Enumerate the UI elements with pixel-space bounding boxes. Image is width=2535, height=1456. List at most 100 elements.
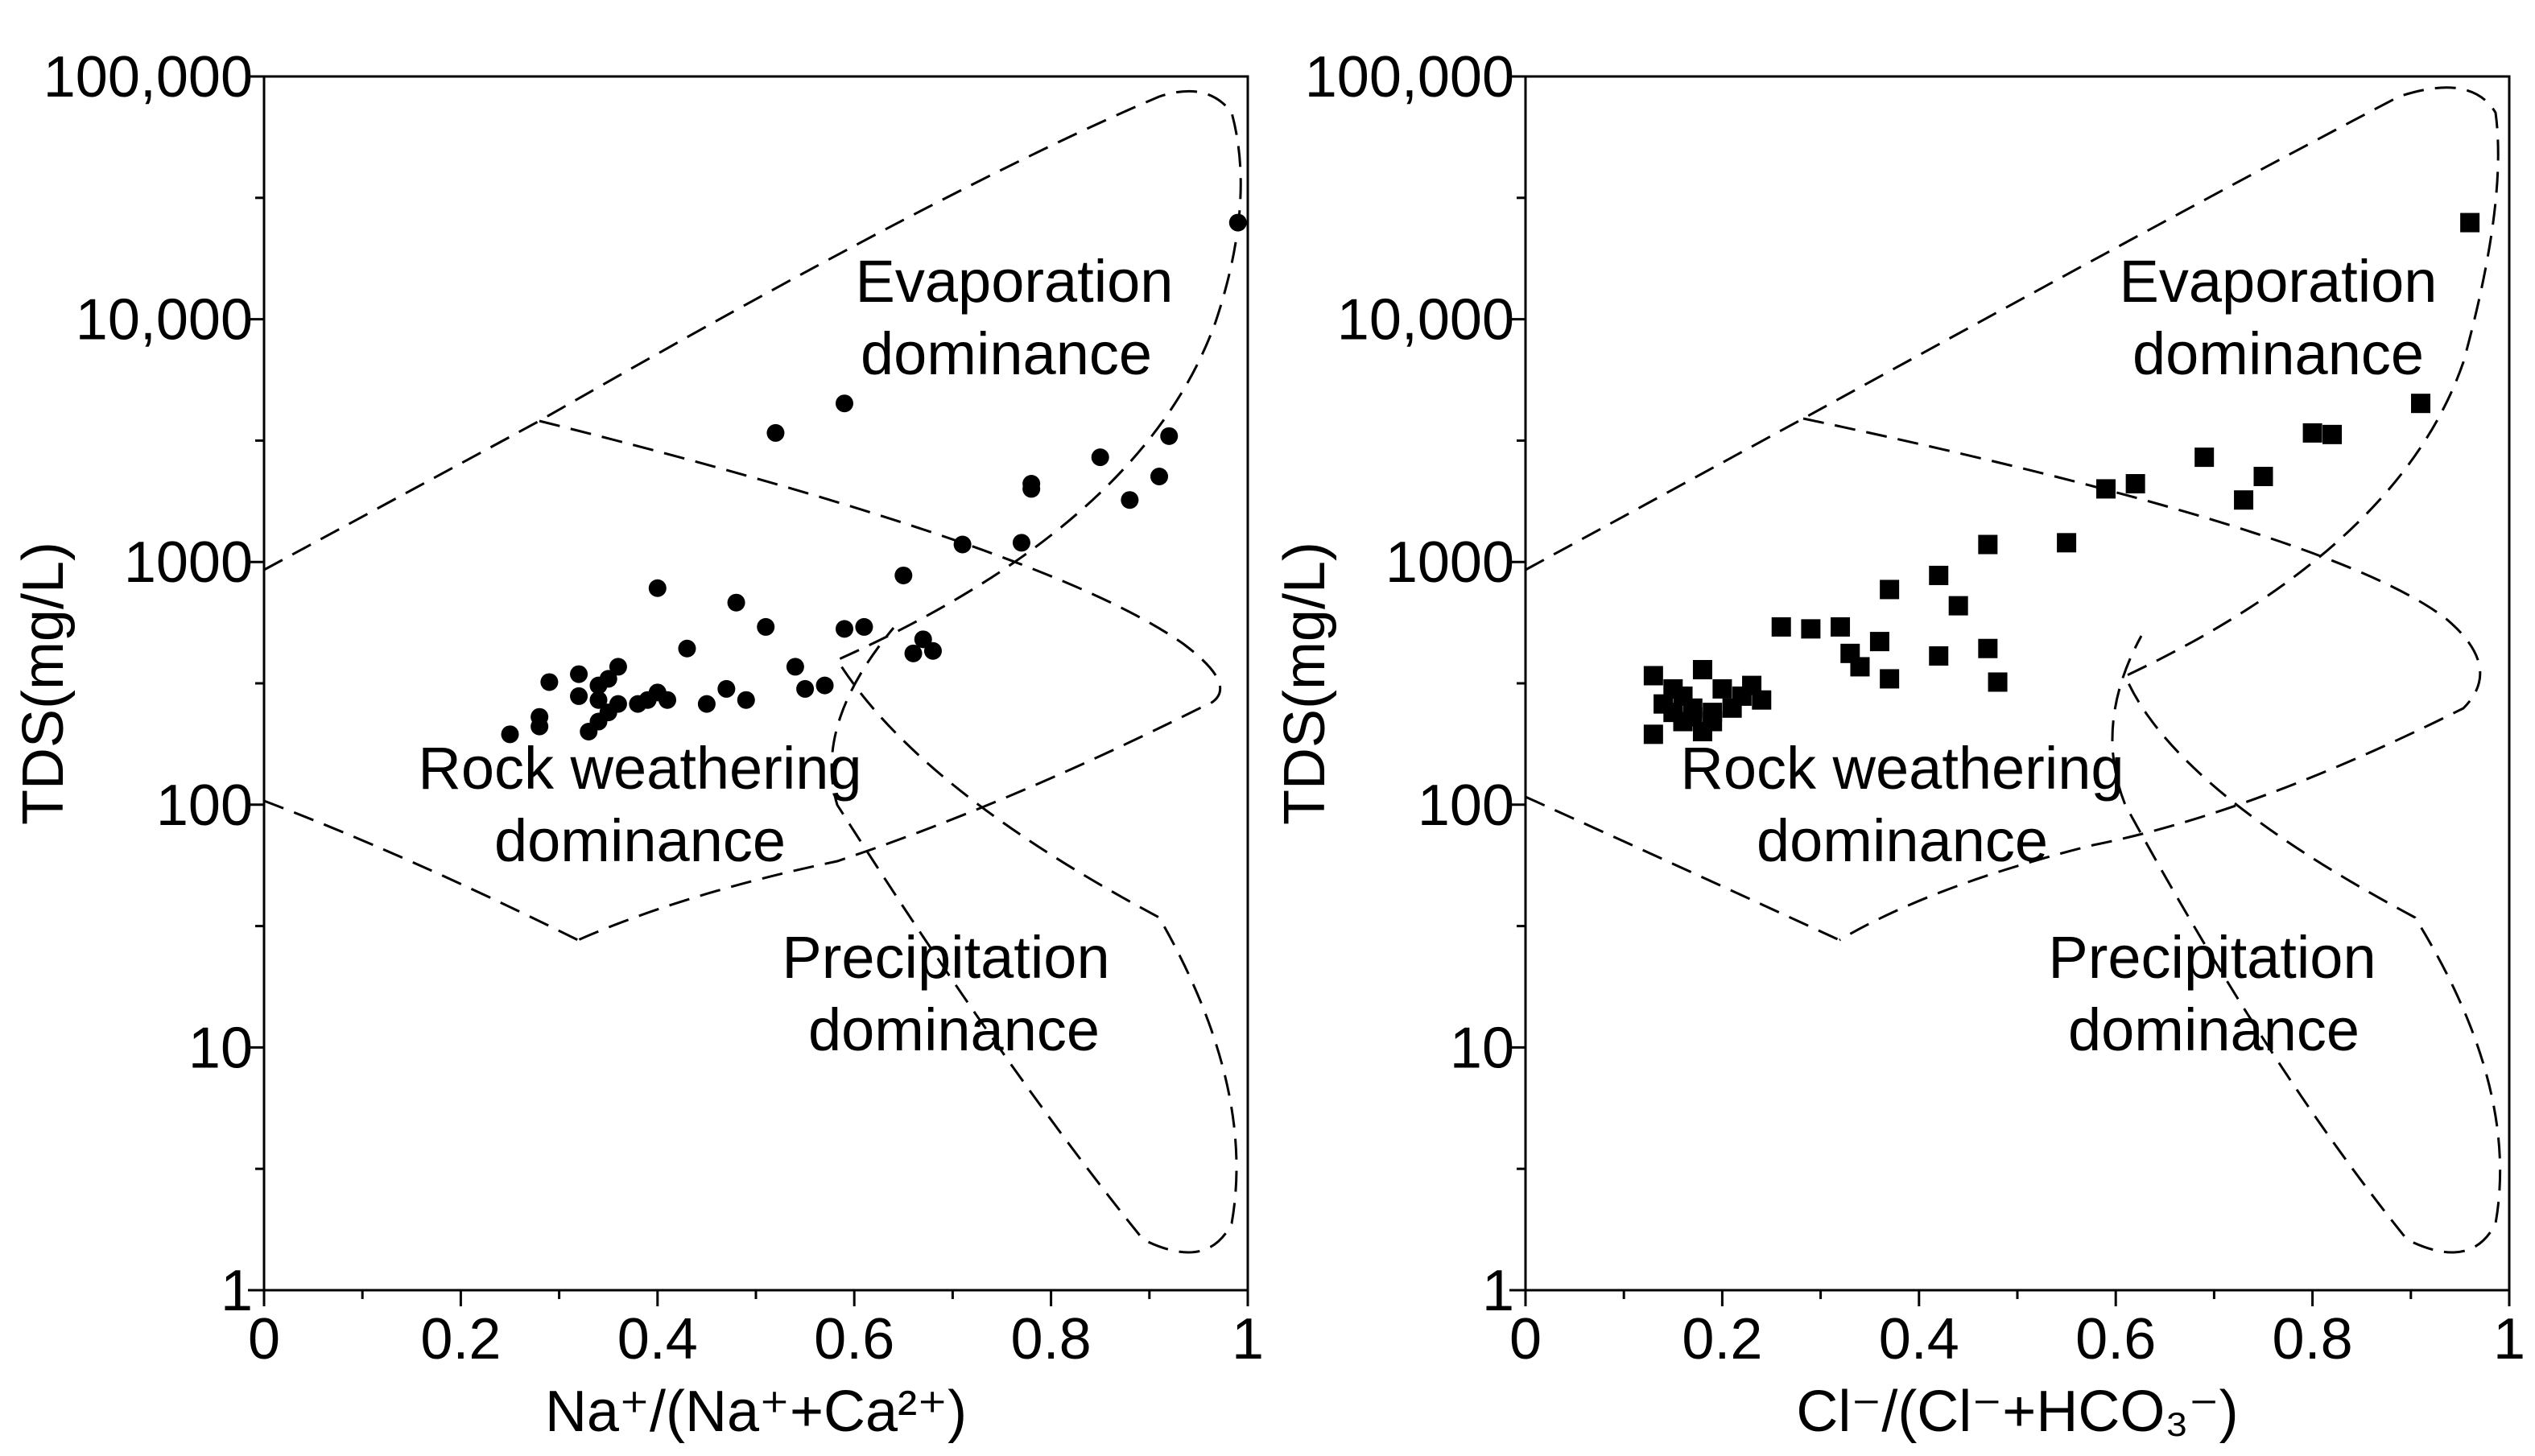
data-point	[697, 695, 716, 713]
data-point	[1978, 638, 1998, 658]
data-point	[2057, 533, 2077, 553]
data-point	[678, 639, 696, 658]
data-points	[1643, 212, 2480, 744]
data-point	[570, 687, 588, 705]
x-tick-label: 0.6	[814, 1307, 894, 1371]
chart-panel-right: Evaporation dominance Rock weathering do…	[1273, 45, 2525, 1444]
y-tick-label: 10	[188, 1016, 253, 1080]
data-point	[796, 679, 815, 698]
data-point	[1988, 672, 2008, 692]
x-axis-ticks: 0 0.2 0.4 0.6 0.8 1	[1509, 1290, 2525, 1371]
data-point	[648, 579, 667, 597]
precipitation-region-label: Precipitation	[782, 924, 1109, 991]
rock-weathering-region-label: Rock weathering	[1680, 735, 2124, 802]
evaporation-boundary-curve	[1525, 86, 2502, 1254]
x-tick-label: 1	[1232, 1307, 1264, 1371]
evaporation-region-label: Evaporation	[2120, 248, 2438, 315]
data-point	[766, 423, 785, 442]
data-point	[540, 673, 559, 691]
y-tick-label: 1	[221, 1259, 253, 1323]
evaporation-region-label-line2: dominance	[2132, 320, 2424, 387]
precipitation-region-label: Precipitation	[2048, 924, 2376, 991]
data-point	[1228, 213, 1247, 232]
data-point	[659, 691, 677, 709]
precipitation-region-label-line2: dominance	[2068, 996, 2360, 1063]
precipitation-region-label-line2: dominance	[808, 996, 1100, 1063]
data-point	[1978, 534, 1998, 555]
data-point	[2234, 490, 2254, 510]
x-tick-label: 0.6	[2075, 1307, 2156, 1371]
data-point	[914, 630, 932, 649]
x-tick-label: 0.4	[1879, 1307, 1959, 1371]
data-point	[609, 695, 627, 713]
data-point	[1929, 646, 1949, 666]
data-point	[894, 566, 913, 584]
x-axis-ticks: 0 0.2 0.4 0.6 0.8 1	[248, 1290, 1264, 1371]
y-tick-label: 100	[1418, 773, 1514, 838]
data-point	[2302, 423, 2322, 443]
y-tick-label: 100,000	[1305, 45, 1514, 109]
data-point	[2095, 479, 2116, 499]
precipitation-boundary-curve	[263, 799, 579, 942]
x-tick-label: 0	[1509, 1307, 1542, 1371]
y-tick-label: 1000	[124, 530, 253, 595]
data-point	[1022, 480, 1041, 498]
chart-panel-left: Evaporation dominance Rock weathering do…	[11, 45, 1264, 1444]
data-point	[1880, 580, 1900, 600]
x-tick-label: 0.2	[420, 1307, 501, 1371]
data-point	[2194, 448, 2215, 468]
y-tick-label: 100	[156, 773, 253, 838]
data-point	[599, 670, 617, 688]
data-point	[531, 707, 549, 726]
x-tick-label: 0.8	[1011, 1307, 1092, 1371]
rock-weathering-region-label: Rock weathering	[418, 735, 861, 802]
x-tick-label: 0.8	[2273, 1307, 2353, 1371]
data-point	[923, 641, 942, 660]
data-point	[609, 658, 627, 676]
data-point	[855, 617, 873, 636]
data-point	[1692, 660, 1712, 680]
data-point	[1929, 565, 1949, 585]
data-point	[2253, 466, 2273, 486]
x-tick-label: 0.4	[617, 1307, 698, 1371]
data-point	[2125, 474, 2145, 494]
data-point	[737, 691, 755, 709]
x-tick-label: 0	[248, 1307, 280, 1371]
evaporation-region-label: Evaporation	[856, 248, 1174, 315]
x-axis-title: Cl⁻/(Cl⁻+HCO₃⁻)	[1796, 1380, 2238, 1444]
data-point	[727, 593, 745, 612]
rock-weathering-boundary-curve	[1802, 417, 2482, 942]
data-point	[786, 658, 804, 676]
data-point	[1091, 448, 1109, 467]
data-point	[2411, 394, 2431, 414]
data-point	[1150, 467, 1169, 485]
y-axis-title: TDS(mg/L)	[1273, 542, 1337, 825]
y-tick-label: 100,000	[43, 45, 253, 109]
data-point	[2322, 424, 2343, 444]
y-tick-label: 10	[1450, 1016, 1514, 1080]
evaporation-boundary-curve	[263, 89, 1242, 1254]
data-point	[1948, 596, 1968, 616]
rock-weathering-boundary-curve	[539, 419, 1222, 942]
data-point	[717, 679, 736, 698]
data-point	[1012, 534, 1030, 552]
x-tick-label: 1	[2493, 1307, 2525, 1371]
data-point	[835, 394, 853, 413]
data-point	[2460, 212, 2480, 233]
x-axis-title: Na⁺/(Na⁺+Ca²⁺)	[545, 1380, 967, 1444]
data-point	[1880, 669, 1900, 689]
data-point	[1712, 679, 1732, 699]
data-points	[501, 213, 1247, 744]
rock-weathering-region-label-line2: dominance	[1757, 807, 2048, 874]
y-tick-label: 10,000	[76, 288, 253, 353]
data-point	[953, 535, 972, 554]
y-axis-ticks: 1 10 100 1000 10,000 100,000	[1305, 45, 1526, 1323]
data-point	[835, 620, 853, 638]
data-point	[815, 676, 834, 695]
rock-weathering-region-label-line2: dominance	[494, 807, 786, 874]
data-point	[1160, 427, 1179, 445]
data-point	[1703, 712, 1723, 732]
y-tick-label: 10,000	[1337, 288, 1514, 353]
data-point	[570, 665, 588, 683]
